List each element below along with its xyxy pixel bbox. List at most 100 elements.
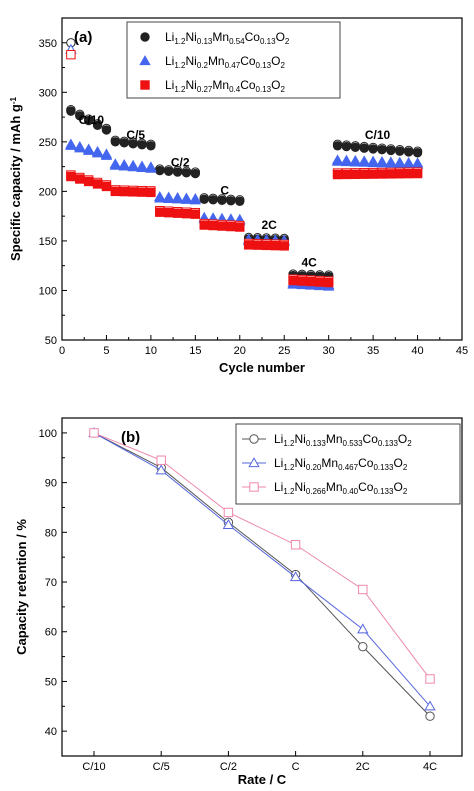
data-point [74,142,86,153]
data-point [190,209,201,219]
y-tick-label: 70 [45,577,57,589]
y-tick-label: 100 [39,285,57,297]
data-point [190,168,201,179]
data-point [223,507,234,518]
data-point [145,162,157,173]
data-point [386,145,396,156]
legend-entry-part: Li [165,78,174,92]
legend-entry-part: Li [274,432,283,446]
y-tick-label: 90 [45,478,57,490]
panel-b-label: (b) [121,429,140,446]
data-point [83,115,94,126]
data-point [199,194,209,205]
data-point [368,144,378,154]
legend-entry-part: Co [358,456,374,470]
data-point [101,181,112,192]
data-point [171,193,184,204]
data-point [279,241,289,251]
x-tick-label: 40 [411,345,423,357]
data-point [288,275,298,286]
data-point [323,277,334,288]
x-tick-label: 15 [189,345,201,357]
legend-entry-part: 0.4 [229,85,241,94]
legend-entry-part: Ni [294,432,305,446]
data-point [395,169,405,179]
x-tick-label: C/2 [220,761,237,773]
legend-entry-2: Li1.2Ni0.266Mn0.40Co0.133O2 [274,480,408,496]
panel-a-y-axis-title-main: Specific capacity / mAh g [8,104,23,261]
data-point [66,171,76,182]
legend-entry-part: Co [358,480,374,494]
data-point [66,106,76,116]
data-point [101,125,112,135]
data-point [119,138,129,148]
data-point [189,194,202,205]
legend-entry-part: 1.2 [283,487,295,496]
data-point [208,220,218,231]
data-point [137,140,147,150]
data-point [128,187,138,197]
y-tick-label: 50 [45,335,57,347]
legend-entry-part: 2 [403,487,408,496]
legend-entry-part: Ni [294,480,305,494]
legend-entry-part: 2 [407,439,412,448]
data-point [359,143,369,153]
legend-marker-1 [139,55,151,66]
legend-entry-part: 1.2 [283,439,295,448]
legend-entry-part: 0.133 [378,439,399,448]
legend-entry-part: 1.2 [174,37,186,46]
data-point [377,144,387,155]
data-point [385,157,397,168]
panel-a-y-axis-title-sup: -1 [9,97,18,105]
data-point [146,141,156,151]
legend-entry-part: 0.13 [256,61,272,70]
legend-entry-0: Li1.2Ni0.133Mn0.533Co0.133O2 [274,432,412,448]
data-point [395,146,405,156]
data-point [146,187,156,198]
legend-frame [126,21,341,99]
data-point [349,156,362,167]
data-point [222,519,235,529]
x-tick-label: 5 [103,345,109,357]
rate-label: C/10 [79,113,105,127]
data-point [217,221,227,231]
data-point [82,144,95,155]
data-point [235,196,245,206]
x-tick-label: C/5 [153,761,170,773]
data-point [156,455,166,465]
panel-a-label: (a) [74,29,92,46]
legend-entry-part: Ni [185,30,196,44]
data-point [181,208,192,219]
legend-entry-part: Ni [294,456,305,470]
data-point [403,168,414,179]
x-tick-label: 20 [234,345,246,357]
data-point [208,195,218,205]
data-point [100,149,113,160]
y-tick-label: 350 [39,38,57,50]
legend-marker-2 [140,80,150,90]
y-tick-label: 60 [45,627,57,639]
x-tick-label: 30 [323,345,335,357]
legend-marker-0 [140,32,150,42]
rate-label: C/10 [365,128,391,142]
legend-entry-part: 0.40 [343,487,359,496]
legend-entry-part: Mn [326,432,343,446]
legend-entry-part: 1.2 [174,61,186,70]
data-point [226,221,236,232]
data-point [172,167,183,177]
y-tick-label: 300 [39,87,57,99]
legend-entry-part: Li [274,456,283,470]
data-point [412,168,423,179]
rate-label: 4C [301,256,317,270]
data-point [128,139,138,149]
data-point [199,220,209,230]
data-point [297,276,307,286]
legend-entry-part: 0.2 [197,61,209,70]
series-line [93,432,431,707]
x-tick-label: 45 [456,345,468,357]
data-point [425,711,435,721]
data-point [91,147,104,158]
data-point [75,111,85,121]
data-point [358,641,368,652]
y-tick-label: 40 [45,726,57,738]
